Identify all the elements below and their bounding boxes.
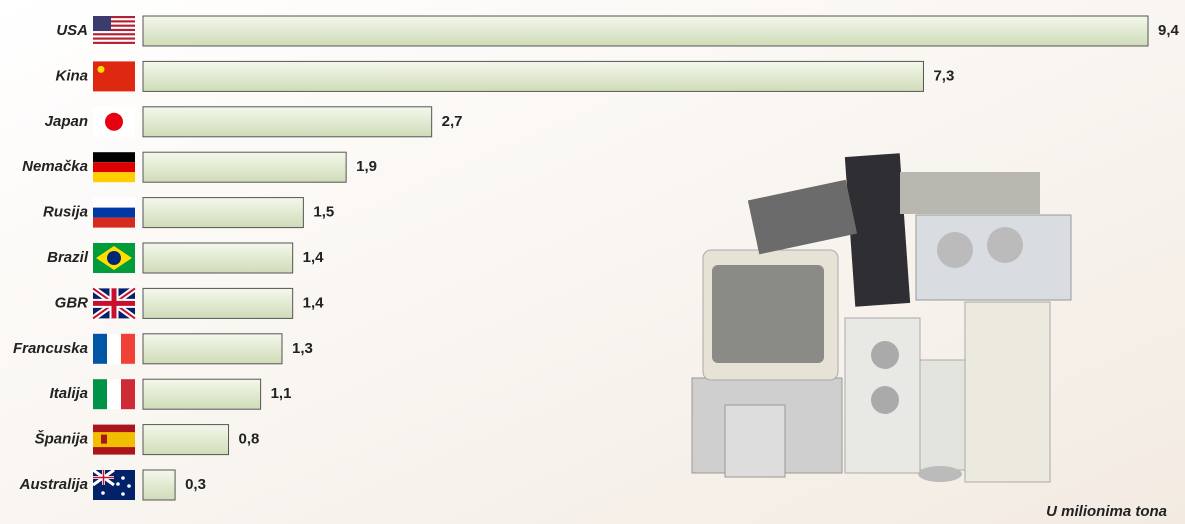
flag-part [105,112,123,131]
flag [93,106,135,137]
computer-photo [691,153,1072,483]
value-label: 7,3 [933,67,954,84]
flag-part [93,20,135,23]
flag [93,16,135,44]
flag-part [93,470,114,485]
flag-part [93,24,135,27]
flag-part [93,288,135,319]
flag-part [93,37,135,40]
flag-part [121,333,135,364]
flag [93,61,135,92]
value-label: 2,7 [442,113,463,130]
bar [142,287,294,319]
flag-part [121,379,135,410]
flag [93,333,135,364]
bar [142,333,283,365]
value-label: 1,3 [292,340,313,357]
category-label: GBR [55,294,89,311]
category-label: Australija [19,476,88,493]
flag [93,379,135,410]
flag [93,424,135,455]
flag-part [93,41,135,44]
bar [142,197,304,229]
bar [142,151,347,183]
value-label: 1,4 [303,249,325,266]
flag-part [97,65,105,73]
category-label: Rusija [43,204,88,221]
unit-note: U milionima tona [1046,503,1167,520]
flag-part [93,28,135,32]
flag-part [101,491,105,495]
bar [142,424,230,456]
flag-part [93,197,135,208]
flag [93,197,135,228]
category-label: Francuska [13,340,88,357]
flag-part [93,217,135,228]
flag [91,285,137,321]
bar [142,60,924,92]
value-label: 0,8 [239,431,260,448]
flag-part [121,476,125,480]
value-label: 0,3 [185,476,206,493]
flag-part [116,482,120,486]
flag-part [93,379,107,410]
value-label: 1,9 [356,158,377,175]
value-label: 9,4 [1158,22,1180,39]
flag-part [107,251,121,265]
category-label: Španija [35,430,88,448]
flag-part [93,172,135,183]
flag-part [93,16,111,31]
bar [142,378,262,410]
flag-part [93,61,135,92]
flag-part [93,333,107,364]
flag-part [107,333,121,364]
bar [142,242,294,274]
flag-part [121,492,125,496]
category-label: Brazil [47,249,89,266]
category-label: USA [56,22,88,39]
flag-part [93,162,135,173]
bar [142,469,176,501]
flag [93,243,135,273]
category-label: Kina [55,67,88,84]
flag-part [101,434,107,444]
bar [142,15,1149,47]
category-label: Nemačka [22,158,88,175]
value-label: 1,5 [313,204,334,221]
category-label: Japan [45,113,88,130]
value-label: 1,1 [271,385,292,402]
flag-part [93,16,135,19]
flag-part [93,207,135,218]
category-label: Italija [50,385,88,402]
flag-part [93,432,135,448]
flag-part [93,33,135,36]
bar [142,106,433,138]
flag [93,152,135,183]
flag-part [107,379,121,410]
flag-part [127,484,131,488]
flag-part [93,152,135,163]
value-label: 1,4 [303,294,325,311]
flag [92,468,135,500]
